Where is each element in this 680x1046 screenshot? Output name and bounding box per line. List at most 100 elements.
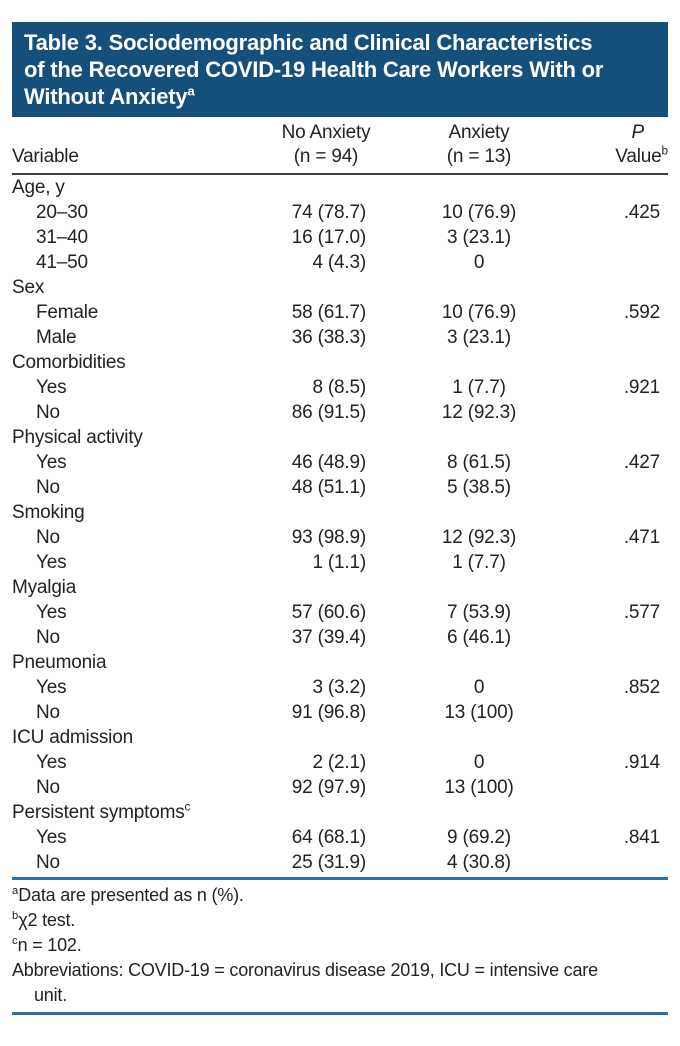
no-anxiety-cell: 48 (51.1) xyxy=(291,477,366,498)
table-row: Yes 3 (3.2) 0 .852 xyxy=(12,675,668,700)
p-value-cell xyxy=(544,650,668,675)
no-anxiety-cell xyxy=(278,275,374,300)
anxiety-cell: 6 (46.1) xyxy=(447,627,511,648)
anxiety-cell xyxy=(374,800,544,825)
no-anxiety-cell: 8 (8.5) xyxy=(312,377,366,398)
no-anxiety-cell: 3 (3.2) xyxy=(312,677,366,698)
anxiety-cell xyxy=(374,425,544,450)
anxiety-cell: 0 xyxy=(473,752,485,773)
table-row: No 48 (51.1) 5 (38.5) xyxy=(12,475,668,500)
variable-cell: Female xyxy=(36,302,99,323)
column-header-row: Variable No Anxiety (n = 94) Anxiety (n … xyxy=(12,121,668,175)
column-header-variable: Variable xyxy=(12,121,278,175)
no-anxiety-cell: 37 (39.4) xyxy=(291,627,366,648)
p-value-cell: .425 xyxy=(623,202,660,223)
table-row: 41–50 4 (4.3) 0 xyxy=(12,250,668,275)
footnote-c: cn = 102. xyxy=(12,935,82,955)
table-footnotes: aData are presented as n (%). bχ2 test. … xyxy=(12,877,668,1015)
variable-cell: No xyxy=(36,852,60,873)
table-row: Yes 57 (60.6) 7 (53.9) .577 xyxy=(12,600,668,625)
no-anxiety-cell: 16 (17.0) xyxy=(291,227,366,248)
no-anxiety-cell: 86 (91.5) xyxy=(291,402,366,423)
p-value-label: Valueb xyxy=(615,144,668,167)
variable-cell: Yes xyxy=(36,827,67,848)
table-row: Smoking xyxy=(12,500,668,525)
no-anxiety-n: (n = 94) xyxy=(293,146,359,167)
no-anxiety-cell: 58 (61.7) xyxy=(291,302,366,323)
p-value-cell xyxy=(544,275,668,300)
table-title-line2: of the Recovered COVID-19 Health Care Wo… xyxy=(24,57,604,82)
no-anxiety-cell xyxy=(278,350,374,375)
anxiety-cell: 10 (76.9) xyxy=(441,202,517,223)
variable-cell: Physical activity xyxy=(12,427,143,448)
table-row: No 37 (39.4) 6 (46.1) xyxy=(12,625,668,650)
no-anxiety-cell: 46 (48.9) xyxy=(291,452,366,473)
p-value-cell xyxy=(544,775,668,800)
p-value-cell xyxy=(544,700,668,725)
no-anxiety-cell xyxy=(278,800,374,825)
variable-cell: No xyxy=(36,702,60,723)
no-anxiety-cell: 91 (96.8) xyxy=(291,702,366,723)
variable-cell: 41–50 xyxy=(36,252,88,273)
anxiety-cell: 5 (38.5) xyxy=(447,477,511,498)
abbreviations-line2: unit. xyxy=(34,985,68,1005)
table-title-line1: Table 3. Sociodemographic and Clinical C… xyxy=(24,30,593,55)
no-anxiety-cell: 74 (78.7) xyxy=(291,202,366,223)
anxiety-cell: 3 (23.1) xyxy=(447,327,511,348)
table-row: Age, y xyxy=(12,174,668,200)
anxiety-cell xyxy=(374,275,544,300)
table-row: Male 36 (38.3) 3 (23.1) xyxy=(12,325,668,350)
variable-cell: Smoking xyxy=(12,502,85,523)
p-value-cell: .427 xyxy=(623,452,660,473)
footnote-b: bχ2 test. xyxy=(12,910,76,930)
table-row: No 92 (97.9) 13 (100) xyxy=(12,775,668,800)
variable-cell: Yes xyxy=(36,752,67,773)
variable-cell: Yes xyxy=(36,677,67,698)
variable-cell: No xyxy=(36,627,60,648)
anxiety-cell xyxy=(374,575,544,600)
p-value-cell: .471 xyxy=(623,527,660,548)
no-anxiety-cell: 57 (60.6) xyxy=(291,602,366,623)
variable-cell: 31–40 xyxy=(36,227,88,248)
footnote-a: aData are presented as n (%). xyxy=(12,885,244,905)
variable-cell: Sex xyxy=(12,277,45,298)
anxiety-cell: 12 (92.3) xyxy=(441,402,517,423)
variable-cell: Persistent symptomsc xyxy=(12,800,191,823)
anxiety-n: (n = 13) xyxy=(446,146,512,167)
p-value-cell xyxy=(544,550,668,575)
anxiety-cell: 7 (53.9) xyxy=(447,602,511,623)
column-header-no-anxiety: No Anxiety (n = 94) xyxy=(278,121,374,175)
anxiety-cell: 9 (69.2) xyxy=(447,827,511,848)
variable-cell: Yes xyxy=(36,452,67,473)
variable-cell: No xyxy=(36,402,60,423)
anxiety-cell: 12 (92.3) xyxy=(441,527,517,548)
variable-cell: Age, y xyxy=(12,177,65,198)
anxiety-cell: 10 (76.9) xyxy=(441,302,517,323)
p-value-cell: .592 xyxy=(623,302,660,323)
no-anxiety-cell: 92 (97.9) xyxy=(291,777,366,798)
variable-cell: Yes xyxy=(36,602,67,623)
table-row: Yes 64 (68.1) 9 (69.2) .841 xyxy=(12,825,668,850)
variable-cell: No xyxy=(36,477,60,498)
no-anxiety-cell: 4 (4.3) xyxy=(312,252,366,273)
anxiety-cell: 1 (7.7) xyxy=(452,552,506,573)
p-value-footnote-marker: b xyxy=(661,144,668,158)
no-anxiety-label: No Anxiety xyxy=(281,122,371,143)
no-anxiety-cell xyxy=(278,174,374,200)
anxiety-cell xyxy=(374,725,544,750)
variable-cell: ICU admission xyxy=(12,727,133,748)
p-value-cell xyxy=(544,225,668,250)
no-anxiety-cell xyxy=(278,725,374,750)
table-row: Sex xyxy=(12,275,668,300)
footnote-c-marker: c xyxy=(12,935,18,947)
anxiety-cell: 0 xyxy=(473,252,485,273)
table-row: No 93 (98.9) 12 (92.3) .471 xyxy=(12,525,668,550)
table-row: Yes 8 (8.5) 1 (7.7) .921 xyxy=(12,375,668,400)
anxiety-cell: 3 (23.1) xyxy=(447,227,511,248)
p-value-cell: .841 xyxy=(623,827,660,848)
variable-cell: Yes xyxy=(36,552,67,573)
p-value-cell xyxy=(544,575,668,600)
table-row: Comorbidities xyxy=(12,350,668,375)
persistent-symptoms-footnote-marker: c xyxy=(184,800,191,814)
anxiety-cell xyxy=(374,500,544,525)
